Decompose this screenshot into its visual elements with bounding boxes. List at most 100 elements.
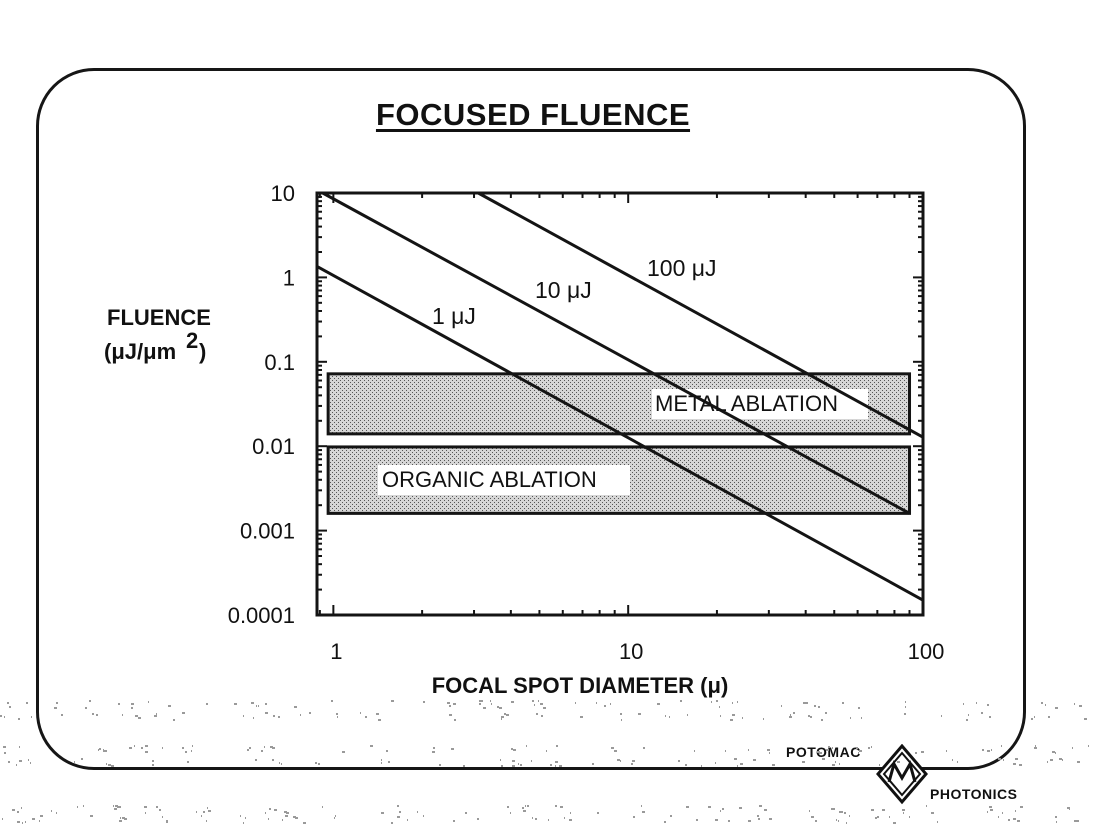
speck <box>315 762 317 764</box>
speck <box>937 821 938 823</box>
speck <box>982 749 984 751</box>
speck <box>620 760 621 762</box>
speck <box>730 719 733 721</box>
speck <box>805 702 808 704</box>
speck <box>763 718 764 720</box>
speck <box>739 807 742 809</box>
speck <box>1019 764 1022 766</box>
speck <box>510 812 511 814</box>
speck <box>378 719 381 721</box>
speck <box>25 821 26 823</box>
band-label: ORGANIC ABLATION <box>382 467 597 492</box>
speck <box>391 700 394 702</box>
speck <box>74 761 75 763</box>
speck <box>990 809 993 811</box>
speck <box>921 751 924 753</box>
speck <box>871 746 872 748</box>
speck <box>273 715 275 717</box>
speck <box>97 714 98 716</box>
speck <box>500 759 501 761</box>
x-tick-label: 100 <box>908 639 945 664</box>
speck <box>504 713 506 715</box>
speck <box>138 717 141 719</box>
speck <box>832 747 833 749</box>
series-line-2 <box>321 191 911 515</box>
speck <box>272 759 274 761</box>
speck <box>115 805 118 807</box>
speck <box>18 718 20 720</box>
speck <box>449 705 451 707</box>
speck <box>293 816 296 818</box>
speck <box>708 806 711 808</box>
speck <box>909 816 910 818</box>
slide-frame <box>36 68 1026 770</box>
speck <box>555 761 558 763</box>
speck <box>19 760 22 762</box>
speck <box>253 717 254 719</box>
speck <box>858 707 860 709</box>
speck <box>417 811 418 813</box>
speck <box>758 818 760 820</box>
speck <box>1055 707 1058 709</box>
speck <box>159 809 161 811</box>
speck <box>168 705 171 707</box>
speck <box>849 815 850 817</box>
speck <box>1088 745 1089 747</box>
speck <box>670 815 672 817</box>
speck <box>381 759 382 761</box>
speck <box>192 745 193 747</box>
speck <box>836 819 837 821</box>
speck <box>279 762 280 764</box>
y-axis-unit-exponent: 2 <box>186 328 198 353</box>
series-line-3 <box>477 191 924 439</box>
speck <box>821 719 823 721</box>
speck <box>531 760 532 762</box>
speck <box>265 812 266 814</box>
speck <box>1062 759 1063 761</box>
speck <box>1020 806 1023 808</box>
speck <box>642 811 645 813</box>
speck <box>859 750 862 752</box>
speck <box>512 760 515 762</box>
speck <box>201 815 202 817</box>
speck <box>423 815 424 817</box>
slide-title: FOCUSED FLUENCE <box>375 97 691 132</box>
speck <box>507 806 509 808</box>
speck <box>451 748 454 750</box>
speck <box>520 764 522 766</box>
speck <box>1069 808 1070 810</box>
speck <box>614 750 617 752</box>
speck <box>1034 747 1037 749</box>
speck <box>1048 716 1050 718</box>
speck <box>550 764 552 766</box>
speck <box>513 749 516 751</box>
speck <box>742 717 743 719</box>
speck <box>897 761 900 763</box>
speck <box>286 812 289 814</box>
speck <box>719 706 720 708</box>
y-tick-label: 10 <box>271 181 295 206</box>
speck <box>905 701 906 703</box>
speck <box>818 706 820 708</box>
speck <box>243 822 244 824</box>
speck <box>556 745 558 747</box>
speck <box>454 719 456 721</box>
speck <box>1035 745 1036 747</box>
speck <box>512 765 515 767</box>
speck <box>536 713 538 715</box>
speck <box>1076 820 1079 822</box>
speck <box>632 760 635 762</box>
speck <box>145 745 148 747</box>
speck <box>433 747 435 749</box>
speck <box>1055 752 1056 754</box>
speck <box>824 758 825 760</box>
speck <box>1074 820 1076 822</box>
speck <box>19 746 20 748</box>
speck <box>208 810 211 812</box>
speck <box>842 811 843 813</box>
x-tick-label: 10 <box>619 639 643 664</box>
speck <box>839 811 842 813</box>
band-label-bg <box>378 465 630 495</box>
speck <box>256 705 257 707</box>
speck <box>173 719 175 721</box>
